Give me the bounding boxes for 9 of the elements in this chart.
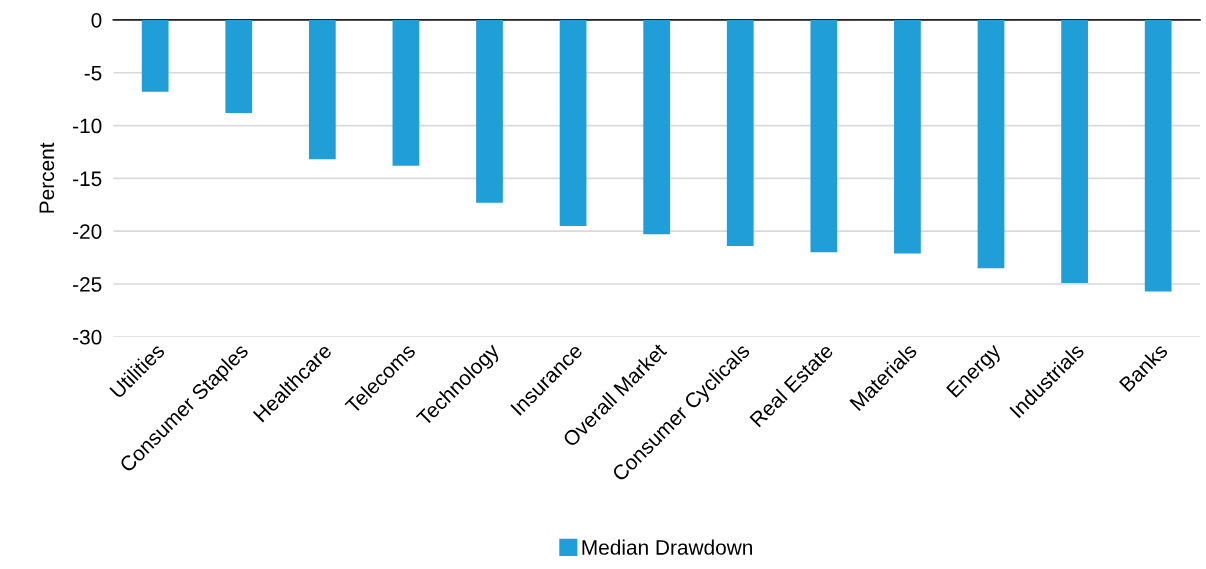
y-tick-label: -5 <box>84 65 102 81</box>
y-tick-label: -10 <box>73 118 102 134</box>
y-axis-title: Percent <box>39 142 55 213</box>
y-tick-label: -15 <box>73 171 102 187</box>
y-tick-label: -25 <box>73 277 102 292</box>
y-tick-label: -20 <box>73 224 102 239</box>
y-tick-label: -30 <box>73 329 102 345</box>
legend-label: Median Drawdown <box>582 539 752 555</box>
y-tick-label: 0 <box>91 12 102 28</box>
